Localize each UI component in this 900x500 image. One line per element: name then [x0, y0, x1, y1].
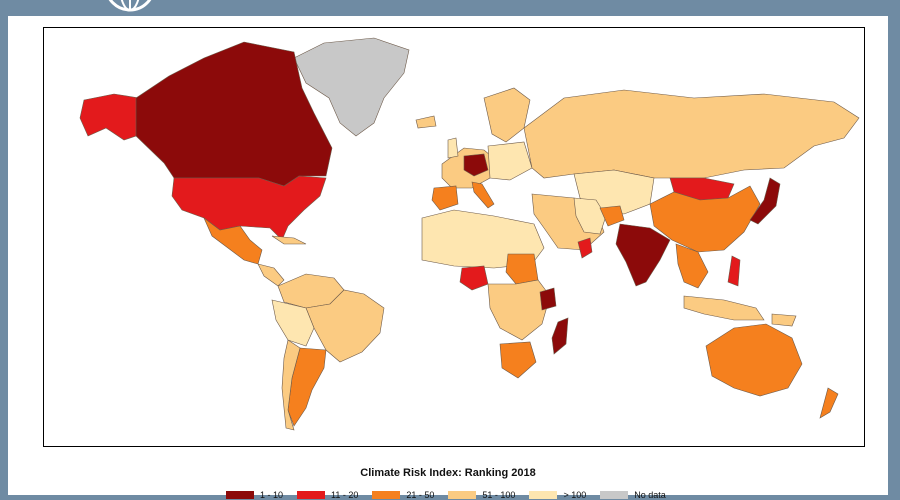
country-russia[interactable] [523, 89, 860, 179]
legend-label: No data [634, 490, 666, 500]
country-brazil[interactable] [305, 289, 385, 363]
legend-swatch [372, 491, 401, 499]
legend-title: Climate Risk Index: Ranking 2018 [360, 467, 536, 479]
legend-swatch [297, 491, 326, 499]
country-oman[interactable] [577, 237, 593, 259]
country-papua-new-guinea[interactable] [771, 313, 797, 327]
country-chile[interactable] [281, 339, 301, 431]
country-canada[interactable] [135, 41, 333, 187]
legend-item-1-10: 1 - 10 [226, 490, 283, 500]
country-kenya[interactable] [539, 287, 557, 311]
country-mexico[interactable] [203, 217, 263, 265]
region-iberia[interactable] [431, 185, 459, 211]
country-united-kingdom[interactable] [447, 137, 459, 159]
country-germany[interactable] [463, 153, 489, 177]
region-central-africa[interactable] [487, 279, 551, 341]
country-australia[interactable] [705, 323, 803, 397]
country-sudan[interactable] [505, 253, 539, 285]
legend-item-51-100: 51 - 100 [448, 490, 515, 500]
legend-label: 51 - 100 [482, 490, 516, 500]
country-japan[interactable] [749, 177, 781, 225]
country-greenland[interactable] [293, 37, 410, 137]
region-central-america[interactable] [257, 263, 285, 287]
country-iceland[interactable] [415, 115, 437, 129]
legend-item-over-100: > 100 [529, 490, 586, 500]
country-indonesia[interactable] [683, 295, 765, 321]
region-peru-bolivia[interactable] [271, 299, 315, 347]
globe-icon [108, 0, 152, 12]
country-nigeria[interactable] [459, 265, 489, 291]
region-scandinavia[interactable] [483, 87, 531, 143]
country-south-africa[interactable] [499, 341, 537, 379]
country-united-states[interactable] [171, 175, 327, 241]
region-north-africa[interactable] [421, 209, 545, 269]
legend-swatch [529, 491, 558, 499]
region-southeast-asia[interactable] [675, 243, 709, 289]
country-philippines[interactable] [727, 255, 741, 287]
content-panel: Climate Risk Index: Ranking 2018 1 - 10 … [8, 16, 888, 500]
legend-item-21-50: 21 - 50 [372, 490, 434, 500]
legend-item-11-20: 11 - 20 [297, 490, 358, 500]
country-madagascar[interactable] [551, 317, 569, 355]
country-alaska[interactable] [79, 93, 140, 141]
legend-swatch [448, 491, 477, 499]
legend-label: 21 - 50 [406, 490, 435, 500]
legend-label: 1 - 10 [260, 490, 284, 500]
legend-item-no-data: No data [600, 490, 666, 500]
legend-swatch [226, 491, 254, 499]
legend-swatch [600, 491, 629, 499]
country-new-zealand[interactable] [819, 387, 839, 419]
country-india[interactable] [615, 223, 671, 287]
country-iran[interactable] [573, 197, 607, 235]
country-cuba[interactable] [271, 235, 307, 245]
world-map[interactable] [43, 27, 865, 447]
country-afghanistan[interactable] [599, 205, 625, 227]
legend-label: > 100 [563, 490, 587, 500]
legend-label: 11 - 20 [331, 490, 359, 500]
country-italy[interactable] [471, 181, 495, 209]
region-eastern-europe[interactable] [487, 141, 533, 181]
legend: 1 - 10 11 - 20 21 - 50 51 - 100 > 100 No… [226, 490, 666, 500]
